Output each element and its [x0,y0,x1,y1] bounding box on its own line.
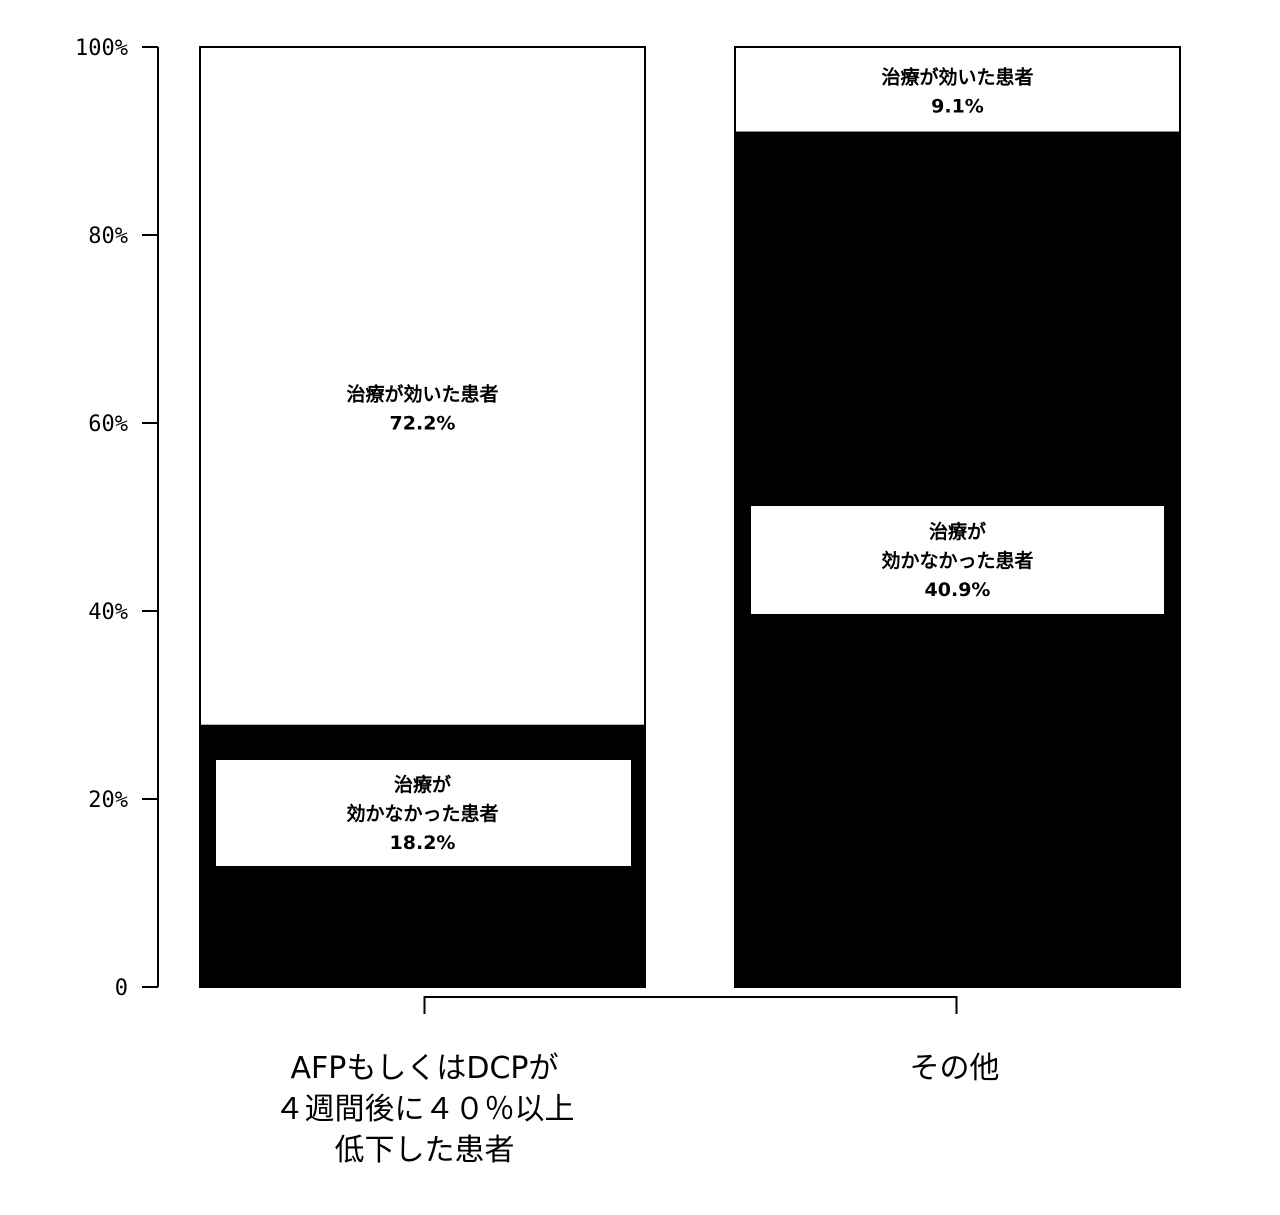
x-category-label: その他 [910,1051,1000,1086]
segment-label: 効かなかった患者 [881,549,1033,572]
y-tick-label: 100% [75,36,128,61]
x-category-label: AFPもしくはDCPが [290,1051,558,1086]
segment-label-box [216,760,631,866]
segment-label: 治療が効いた患者 [346,383,498,406]
y-tick-label: 20% [88,788,128,813]
segment-label: 9.1% [931,96,984,118]
comparison-bracket [423,996,958,1014]
segment-label: 18.2% [390,832,456,854]
segment-label: 効かなかった患者 [346,802,498,825]
segment-label: 40.9% [925,579,991,601]
segment-label: 治療が [394,773,451,796]
segment-label: 治療が効いた患者 [881,66,1033,89]
segment-label: 72.2% [390,413,456,435]
y-tick-label: 40% [88,600,128,625]
segment-label-box [751,506,1164,614]
bar-segment [734,46,1181,134]
bar-segment [199,46,646,727]
x-category-label: ４週間後に４０％以上 [275,1092,575,1127]
segment-label: 治療が [929,520,986,543]
y-tick-label: 60% [88,412,128,437]
y-tick-label: 0 [115,976,128,1001]
y-tick-label: 80% [88,224,128,249]
x-category-label: 低下した患者 [335,1133,515,1168]
